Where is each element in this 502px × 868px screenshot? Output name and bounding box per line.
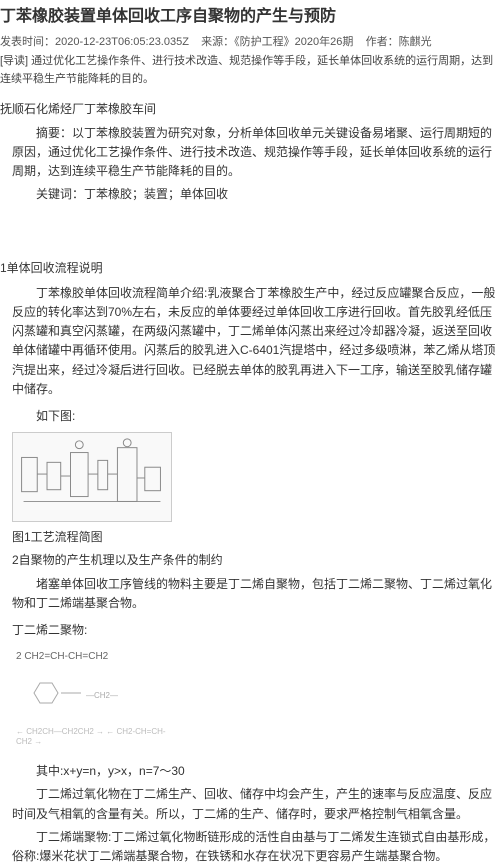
section-2-para1: 堵塞单体回收工序管线的物料主要是丁二烯自聚物，包括丁二烯二聚物、丁二烯过氧化物和… [0,573,502,615]
figure-1 [12,432,172,522]
lead-text: [导读] 通过优化工艺操作条件、进行技术改造、规范操作等手段，延长单体回收系统的… [0,53,502,94]
meta-author: 陈麒光 [399,36,432,48]
meta-line: 发表时间：2020-12-23T06:05:23.035Z 来源：《防护工程》2… [0,34,502,54]
meta-author-label: 作者： [366,36,399,48]
hexagon-icon: —CH2— [16,663,176,723]
figure-1-caption: 图1工艺流程简图 [0,526,502,549]
sub-heading-dimer: 丁二烯二聚物: [0,615,502,642]
meta-source: 《防护工程》2020年26期 [234,36,353,48]
section-2-para3: 丁二烯端聚物:丁二烯过氧化物断链形成的活性自由基与丁二烯发生连锁式自由基形成，俗… [0,826,502,868]
svg-text:—CH2—: —CH2— [86,691,118,700]
section-2-title: 2自聚物的产生机理以及生产条件的制约 [0,549,502,572]
formula-note: 其中:x+y=n，y>x，n=7～30 [0,760,502,783]
formula-line: 2 CH2=CH-CH=CH2 [16,650,178,663]
meta-time-label: 发表时间： [0,36,55,48]
page-title: 丁苯橡胶装置单体回收工序自聚物的产生与预防 [0,0,502,34]
company-line: 抚顺石化烯烃厂丁苯橡胶车间 [0,98,502,121]
section-2-para2: 丁二烯过氧化物在丁二烯生产、回收、储存中均会产生，产生的速率与反应温度、反应时间… [0,783,502,825]
section-1-title: 1单体回收流程说明 [0,249,502,282]
abstract: 摘要：以丁苯橡胶装置为研究对象，分析单体回收单元关键设备易堵聚、运行周期短的原因… [12,122,502,184]
flow-diagram-icon [13,433,171,521]
section-1-para: 丁苯橡胶单体回收流程简单介绍:乳液聚合丁苯橡胶生产中，经过反应罐聚合反应，一般反… [0,282,502,401]
figure-2-formula: 2 CH2=CH-CH=CH2 —CH2— ← CH2CH—CH2CH2 → ←… [12,646,182,756]
meta-source-label: 来源： [201,36,234,48]
meta-time: 2020-12-23T06:05:23.035Z [55,36,189,48]
fig-intro: 如下图: [0,401,502,428]
keywords: 关键词：丁苯橡胶；装置；单体回收 [12,183,502,206]
